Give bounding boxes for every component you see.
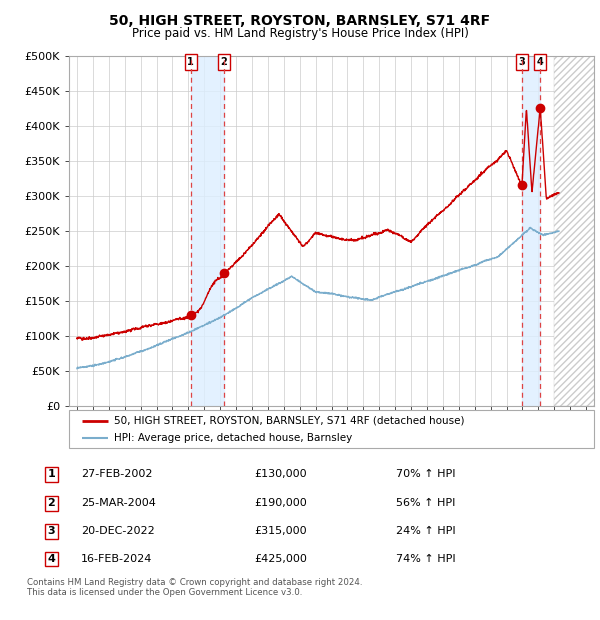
Text: £315,000: £315,000: [254, 526, 307, 536]
FancyBboxPatch shape: [69, 410, 594, 448]
Text: £425,000: £425,000: [254, 554, 307, 564]
Text: 20-DEC-2022: 20-DEC-2022: [81, 526, 155, 536]
Text: 1: 1: [47, 469, 55, 479]
Text: 16-FEB-2024: 16-FEB-2024: [81, 554, 152, 564]
Bar: [191, 56, 224, 406]
Text: Price paid vs. HM Land Registry's House Price Index (HPI): Price paid vs. HM Land Registry's House …: [131, 27, 469, 40]
Text: 56% ↑ HPI: 56% ↑ HPI: [395, 498, 455, 508]
Text: 70% ↑ HPI: 70% ↑ HPI: [395, 469, 455, 479]
Text: 24% ↑ HPI: 24% ↑ HPI: [395, 526, 455, 536]
Text: 50, HIGH STREET, ROYSTON, BARNSLEY, S71 4RF: 50, HIGH STREET, ROYSTON, BARNSLEY, S71 …: [109, 14, 491, 29]
Text: 2: 2: [220, 57, 227, 67]
Text: HPI: Average price, detached house, Barnsley: HPI: Average price, detached house, Barn…: [113, 433, 352, 443]
Text: 74% ↑ HPI: 74% ↑ HPI: [395, 554, 455, 564]
Text: 4: 4: [47, 554, 55, 564]
Text: Contains HM Land Registry data © Crown copyright and database right 2024.
This d: Contains HM Land Registry data © Crown c…: [27, 578, 362, 597]
Text: £130,000: £130,000: [254, 469, 307, 479]
Text: 50, HIGH STREET, ROYSTON, BARNSLEY, S71 4RF (detached house): 50, HIGH STREET, ROYSTON, BARNSLEY, S71 …: [113, 416, 464, 426]
Text: 4: 4: [537, 57, 544, 67]
Text: 27-FEB-2002: 27-FEB-2002: [81, 469, 152, 479]
Text: 25-MAR-2004: 25-MAR-2004: [81, 498, 156, 508]
Bar: [522, 56, 540, 406]
Text: £190,000: £190,000: [254, 498, 307, 508]
Bar: [554, 56, 600, 406]
Text: 3: 3: [518, 57, 526, 67]
Text: 2: 2: [47, 498, 55, 508]
Text: 3: 3: [47, 526, 55, 536]
Text: 1: 1: [187, 57, 194, 67]
